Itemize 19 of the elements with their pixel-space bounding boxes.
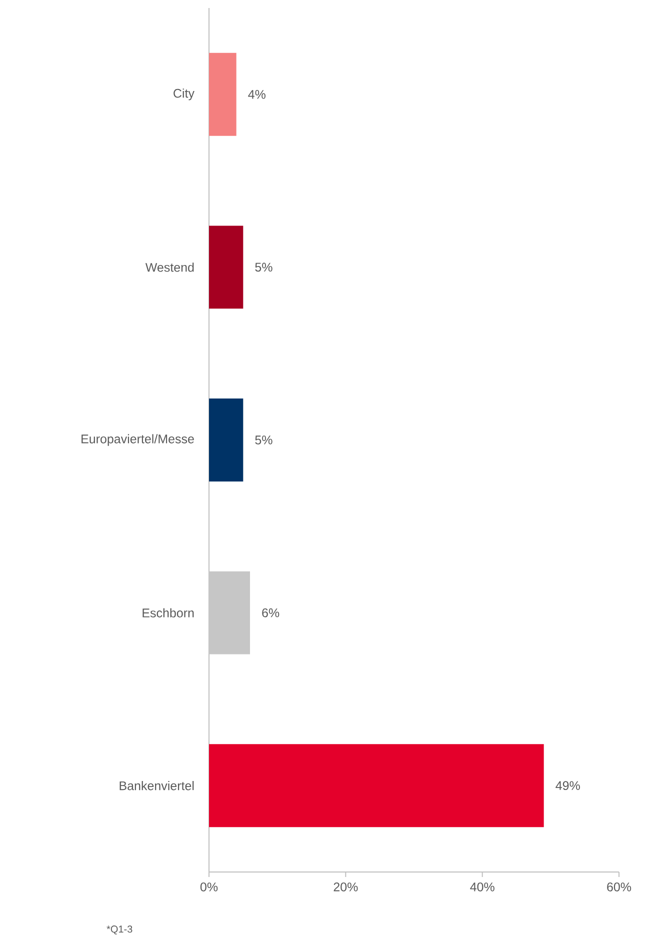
y-tick-label: City	[174, 88, 194, 100]
bar	[209, 52, 236, 136]
data-label: 4%	[248, 90, 266, 99]
text: *Q1-3	[106, 926, 132, 934]
data-label: 49%	[556, 781, 580, 790]
y-tick-label: Westend	[145, 262, 194, 272]
bar	[209, 226, 244, 309]
x-tick-label: 0%	[200, 882, 218, 892]
y-tick-label: Europaviertel/Messe	[82, 434, 194, 446]
data-label: 6%	[262, 608, 280, 618]
x-tick-label: 20%	[334, 882, 358, 892]
y-tick-label: Eschborn	[142, 608, 194, 618]
x-tick-label: 40%	[470, 882, 494, 892]
bar	[209, 398, 244, 482]
data-label: 5%	[255, 436, 272, 444]
bar	[209, 744, 544, 828]
data-label: 5%	[255, 262, 272, 272]
y-tick-label: Bankenviertel	[120, 781, 194, 790]
x-tick-label: 60%	[607, 882, 632, 892]
